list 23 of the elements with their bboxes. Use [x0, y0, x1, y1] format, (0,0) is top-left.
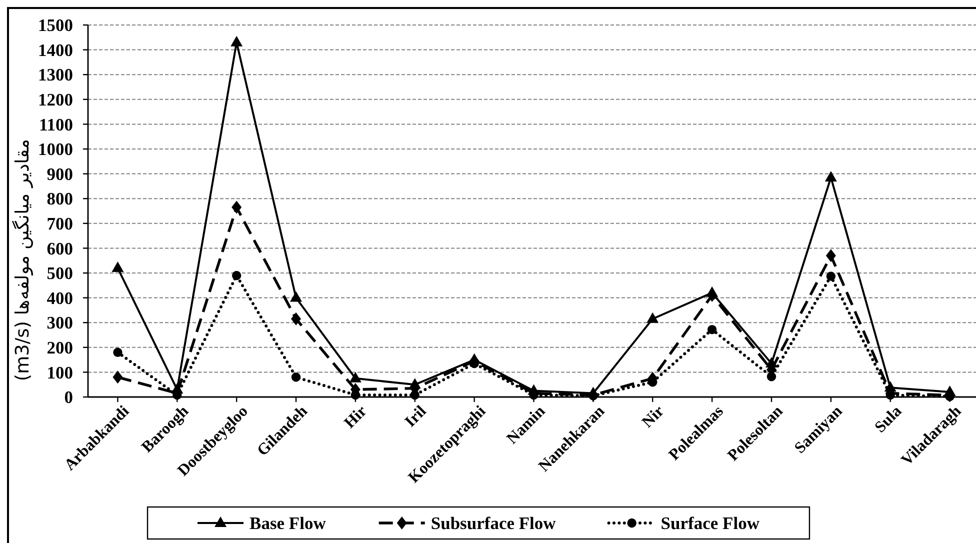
x-tick-label: Nir: [639, 402, 668, 432]
y-axis-title: مقادیر میانگین مولفه‌ها (m3/s): [11, 138, 34, 382]
y-tick-label: 200: [46, 338, 74, 358]
y-tick-label: 300: [46, 312, 74, 333]
y-tick-label: 1300: [38, 64, 74, 85]
y-tick-label: 500: [46, 263, 74, 284]
y-tick-label: 1400: [38, 40, 74, 60]
y-tick-label: 0: [64, 387, 74, 408]
legend-label: Subsurface Flow: [430, 513, 556, 534]
y-tick-label: 1000: [38, 139, 74, 160]
legend-label: Base Flow: [250, 513, 326, 534]
y-tick-label: 1200: [38, 90, 74, 110]
y-tick-label: 900: [46, 164, 74, 184]
y-tick-label: 700: [46, 214, 74, 234]
y-tick-label: 1100: [38, 114, 74, 134]
x-tick-label: Hir: [341, 402, 370, 432]
x-tick-label: Sula: [872, 402, 906, 436]
y-tick-label: 600: [46, 238, 74, 258]
legend-label: Surface Flow: [660, 513, 760, 534]
y-tick-label: 400: [46, 288, 74, 308]
y-tick-label: 100: [46, 362, 74, 382]
y-tick-label: 1500: [38, 15, 74, 36]
y-tick-label: 800: [46, 188, 74, 209]
